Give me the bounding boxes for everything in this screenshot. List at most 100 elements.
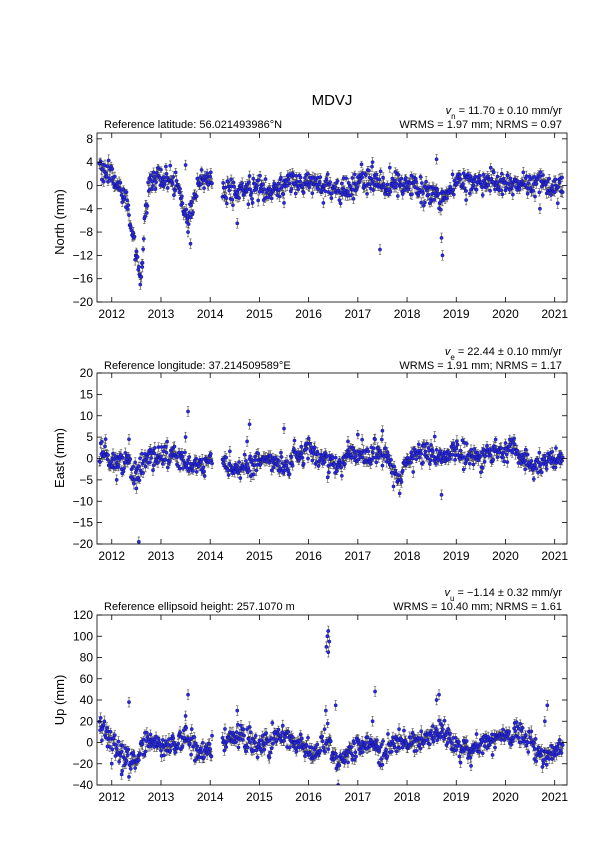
data-point xyxy=(295,179,299,184)
data-point xyxy=(174,179,179,183)
data-point xyxy=(557,180,562,185)
data-point xyxy=(279,175,283,180)
data-point xyxy=(399,176,404,181)
data-point xyxy=(296,187,301,192)
data-point xyxy=(301,190,306,195)
data-point xyxy=(254,187,259,192)
north-axes-frame xyxy=(96,132,568,303)
data-point xyxy=(387,165,392,170)
data-point xyxy=(119,189,123,193)
data-point xyxy=(298,179,302,184)
data-point xyxy=(553,177,558,182)
data-point xyxy=(187,210,192,215)
data-point xyxy=(165,186,170,190)
data-point xyxy=(98,159,103,164)
x-tick-label: 2015 xyxy=(246,307,273,321)
data-point xyxy=(189,203,193,208)
data-point xyxy=(450,172,455,177)
data-point xyxy=(486,183,491,187)
data-point xyxy=(251,176,256,181)
data-point xyxy=(363,173,368,178)
data-point xyxy=(125,198,129,203)
data-point xyxy=(136,265,141,269)
figure-title: MDVJ xyxy=(312,92,353,109)
data-point xyxy=(159,167,163,172)
data-point xyxy=(521,170,526,175)
data-point xyxy=(477,173,482,178)
data-point xyxy=(164,171,169,176)
data-point xyxy=(464,198,468,202)
data-point xyxy=(413,176,418,181)
data-point xyxy=(451,192,456,197)
data-point xyxy=(286,177,291,181)
y-tick-label: −8 xyxy=(79,225,93,239)
data-point xyxy=(269,196,274,201)
north-velocity: vn = 11.70 ± 0.10 mm/yr xyxy=(446,105,563,121)
data-point xyxy=(344,176,348,181)
data-point xyxy=(100,167,105,171)
data-point xyxy=(180,201,185,206)
x-tick-label: 2021 xyxy=(541,307,568,321)
data-point xyxy=(385,182,390,187)
data-point xyxy=(381,182,386,187)
data-point xyxy=(163,179,168,184)
data-point xyxy=(504,185,508,190)
data-point xyxy=(164,164,168,169)
data-point xyxy=(224,201,229,206)
data-point xyxy=(472,179,476,184)
data-point xyxy=(499,188,504,193)
data-point xyxy=(144,211,149,215)
data-point xyxy=(276,181,281,186)
data-point xyxy=(473,174,478,179)
data-point xyxy=(125,207,130,211)
data-point xyxy=(171,175,176,179)
data-point xyxy=(549,193,553,197)
data-point xyxy=(378,169,383,174)
north-panel: Reference latitude: 56.021493986°N vn = … xyxy=(52,105,568,321)
data-point xyxy=(303,176,307,180)
data-point xyxy=(232,184,237,189)
data-point xyxy=(173,170,178,175)
data-point xyxy=(395,194,400,198)
data-point xyxy=(532,174,537,179)
data-point xyxy=(381,175,385,180)
data-point xyxy=(138,282,143,287)
data-point xyxy=(143,214,147,219)
data-point xyxy=(131,230,136,235)
data-point xyxy=(172,193,176,197)
data-point xyxy=(480,193,485,197)
north-y-axis-label: North (mm) xyxy=(52,189,67,255)
data-point xyxy=(388,189,393,194)
data-point xyxy=(452,178,457,183)
data-point xyxy=(221,181,225,185)
data-point xyxy=(552,190,557,195)
north-rms: WRMS = 1.97 mm; NRMS = 0.97 xyxy=(399,119,562,131)
x-tick-label: 2020 xyxy=(492,307,519,321)
data-point xyxy=(246,202,251,207)
data-point xyxy=(317,180,322,184)
data-point xyxy=(118,180,123,185)
data-point xyxy=(202,186,206,190)
data-point xyxy=(458,172,462,177)
x-tick-label: 2014 xyxy=(197,307,224,321)
data-point xyxy=(122,195,127,199)
data-point xyxy=(183,163,188,167)
data-point xyxy=(550,183,555,188)
data-point xyxy=(414,179,419,184)
data-point xyxy=(240,181,245,186)
data-point xyxy=(154,180,158,185)
y-tick-label: −16 xyxy=(73,272,94,286)
north-plot-area xyxy=(97,154,565,290)
data-point xyxy=(418,174,423,179)
data-point xyxy=(294,174,299,178)
data-point xyxy=(339,181,344,186)
data-point xyxy=(351,196,356,201)
data-point xyxy=(461,182,465,186)
data-point xyxy=(272,181,277,186)
data-point xyxy=(260,189,265,194)
north-x-ticks: 2012 2013 2014 2015 2016 2017 2018 2019 2020 2021 xyxy=(98,133,568,321)
data-point xyxy=(436,191,441,196)
data-point xyxy=(511,192,515,197)
data-point xyxy=(445,196,449,201)
data-point xyxy=(527,174,532,179)
